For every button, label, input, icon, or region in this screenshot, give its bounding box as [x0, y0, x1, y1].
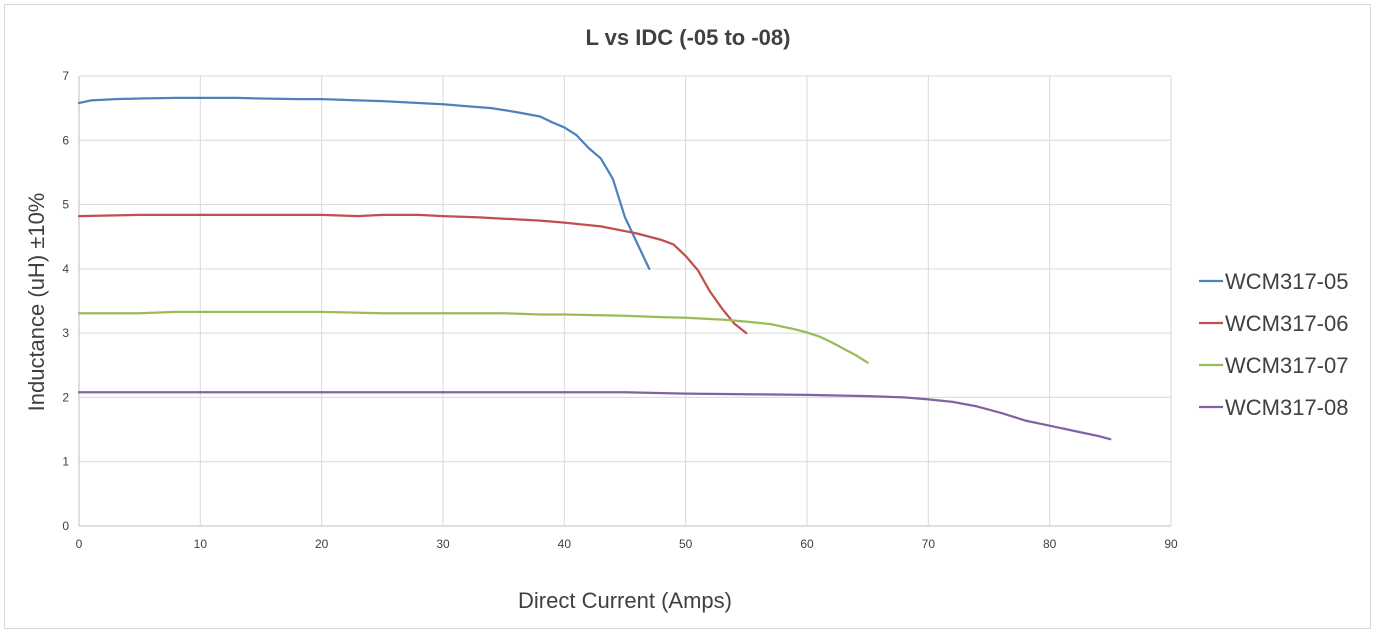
series-line-wcm317-08: [77, 391, 1112, 441]
y-tick-label: 1: [62, 455, 69, 469]
x-tick-label: 10: [194, 537, 208, 551]
series-line-wcm317-05: [77, 96, 651, 271]
y-tick-label: 6: [62, 133, 69, 147]
grid: [78, 75, 1172, 527]
x-tick-label: 80: [1043, 537, 1057, 551]
legend: WCM317-05 WCM317-06 WCM317-07 WCM317-08: [1199, 269, 1348, 420]
legend-item-wcm317-08: WCM317-08: [1199, 395, 1348, 420]
legend-item-wcm317-05: WCM317-05: [1199, 269, 1348, 294]
x-tick-label: 20: [315, 537, 329, 551]
x-tick-label: 0: [76, 537, 83, 551]
chart-frame: [4, 4, 1371, 629]
y-tick-label: 3: [62, 326, 69, 340]
series-line-wcm317-06: [77, 213, 748, 335]
y-tick-label: 5: [62, 198, 69, 212]
y-axis-title: Inductance (uH) ±10%: [24, 193, 49, 412]
legend-label: WCM317-08: [1225, 395, 1348, 420]
chart-title: L vs IDC (-05 to -08): [586, 25, 791, 50]
y-tick-label: 0: [62, 519, 69, 533]
y-axis-ticks: 0 1 2 3 4 5 6 7: [62, 69, 69, 533]
legend-label: WCM317-05: [1225, 269, 1348, 294]
series-line-wcm317-07: [77, 310, 869, 364]
x-tick-label: 40: [558, 537, 572, 551]
x-tick-label: 70: [922, 537, 936, 551]
legend-item-wcm317-07: WCM317-07: [1199, 353, 1348, 378]
x-axis-ticks: 0 10 20 30 40 50 60 70 80 90: [76, 537, 1178, 551]
legend-label: WCM317-06: [1225, 311, 1348, 336]
y-tick-label: 2: [62, 390, 69, 404]
y-tick-label: 4: [62, 262, 69, 276]
series-lines: [77, 96, 1112, 441]
y-tick-label: 7: [62, 69, 69, 83]
x-tick-label: 30: [436, 537, 450, 551]
x-axis-title: Direct Current (Amps): [518, 588, 732, 613]
legend-label: WCM317-07: [1225, 353, 1348, 378]
x-tick-label: 90: [1164, 537, 1178, 551]
x-tick-label: 60: [800, 537, 814, 551]
x-tick-label: 50: [679, 537, 693, 551]
legend-item-wcm317-06: WCM317-06: [1199, 311, 1348, 336]
